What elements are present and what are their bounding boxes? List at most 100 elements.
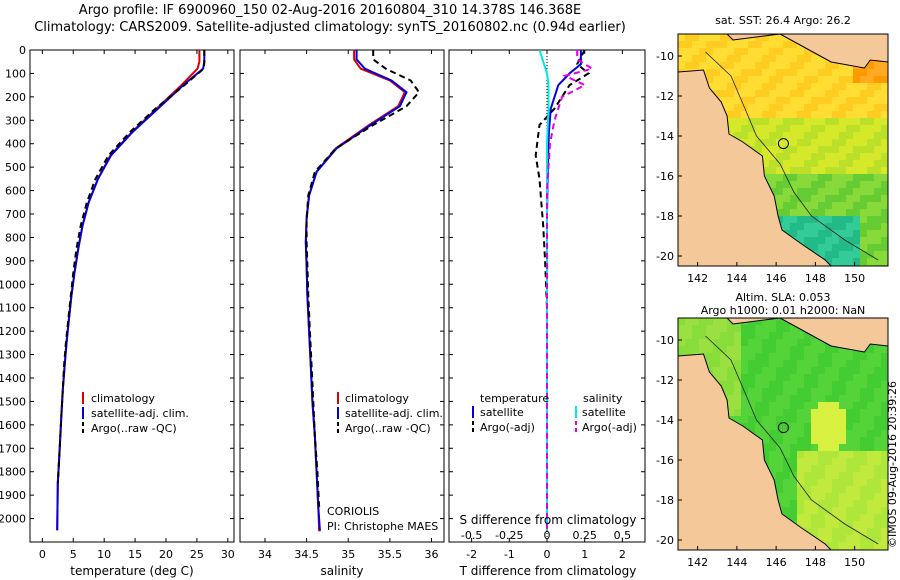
map-cell: [734, 346, 741, 353]
map-cell: [804, 202, 811, 209]
map-cell: [776, 486, 783, 493]
map-cell: [783, 416, 790, 423]
map-cell: [839, 542, 846, 549]
map-cell: [860, 146, 867, 153]
sst-field: [678, 34, 888, 266]
map-cell: [790, 202, 797, 209]
map-cell: [804, 230, 811, 237]
map-cell: [867, 244, 874, 251]
map-cell: [846, 188, 853, 195]
map-cell: [818, 153, 825, 160]
map-cell: [706, 34, 713, 41]
map-cell: [727, 104, 734, 111]
map-cell: [755, 388, 762, 395]
map-cell: [825, 174, 832, 181]
map-cell: [692, 55, 699, 62]
map-cell: [874, 97, 881, 104]
map-cell: [797, 55, 804, 62]
map-cell: [818, 76, 825, 83]
map-cell: [860, 90, 867, 97]
map-cell: [769, 160, 776, 167]
map-cell: [839, 479, 846, 486]
map-cell: [874, 430, 881, 437]
map-cell: [825, 230, 832, 237]
x-tick-label: 5: [70, 548, 77, 561]
map-cell: [825, 521, 832, 528]
map-cell: [804, 69, 811, 76]
map-cell: [790, 479, 797, 486]
map-cell: [783, 97, 790, 104]
map-cell: [790, 118, 797, 125]
map-cell: [804, 174, 811, 181]
map-cell: [706, 346, 713, 353]
map-cell: [846, 479, 853, 486]
map-cell: [874, 472, 881, 479]
map-cell: [867, 535, 874, 542]
map-cell: [748, 76, 755, 83]
map-cell: [853, 258, 860, 265]
map-cell: [776, 381, 783, 388]
map-cell: [881, 90, 888, 97]
map-cell: [853, 395, 860, 402]
map-cell: [853, 146, 860, 153]
map-cell: [818, 514, 825, 521]
map-cell: [734, 90, 741, 97]
map-cell: [727, 409, 734, 416]
map-cell: [720, 48, 727, 55]
map-cell: [881, 388, 888, 395]
map-cell: [860, 479, 867, 486]
map-cell: [762, 339, 769, 346]
map-cell: [867, 223, 874, 230]
map-cell: [881, 430, 888, 437]
map-cell: [692, 339, 699, 346]
map-cell: [846, 139, 853, 146]
map-cell: [839, 125, 846, 132]
map-cell: [867, 62, 874, 69]
map-cell: [755, 76, 762, 83]
map-cell: [818, 223, 825, 230]
map-cell: [797, 216, 804, 223]
map-cell: [727, 325, 734, 332]
map-cell: [769, 69, 776, 76]
map-cell: [853, 209, 860, 216]
map-cell: [804, 83, 811, 90]
map-cell: [797, 125, 804, 132]
map-cell: [839, 216, 846, 223]
map-cell: [790, 402, 797, 409]
map-cell: [860, 402, 867, 409]
map-cell: [839, 458, 846, 465]
map-cell: [713, 83, 720, 90]
map-cell: [846, 125, 853, 132]
map-cell: [797, 174, 804, 181]
map-cell: [839, 360, 846, 367]
map-cell: [776, 104, 783, 111]
map-cell: [748, 83, 755, 90]
map-cell: [762, 437, 769, 444]
map-cell: [713, 367, 720, 374]
map-cell: [881, 174, 888, 181]
lat-tick-label: -10: [656, 50, 674, 63]
map-cell: [734, 69, 741, 76]
map-cell: [874, 360, 881, 367]
map-cell: [881, 472, 888, 479]
map-cell: [825, 479, 832, 486]
map-cell: [846, 160, 853, 167]
map-cell: [825, 195, 832, 202]
map-cell: [839, 353, 846, 360]
map-cell: [790, 353, 797, 360]
map-cell: [692, 332, 699, 339]
map-cell: [874, 374, 881, 381]
map-cell: [804, 195, 811, 202]
sst-land: [678, 34, 888, 266]
map-cell: [804, 465, 811, 472]
map-cell: [874, 367, 881, 374]
map-cell: [846, 237, 853, 244]
map-cell: [755, 332, 762, 339]
map-cell: [811, 181, 818, 188]
map-cell: [797, 437, 804, 444]
map-cell: [832, 437, 839, 444]
map-cell: [867, 202, 874, 209]
map-cell: [762, 353, 769, 360]
map-cell: [748, 62, 755, 69]
map-cell: [818, 423, 825, 430]
